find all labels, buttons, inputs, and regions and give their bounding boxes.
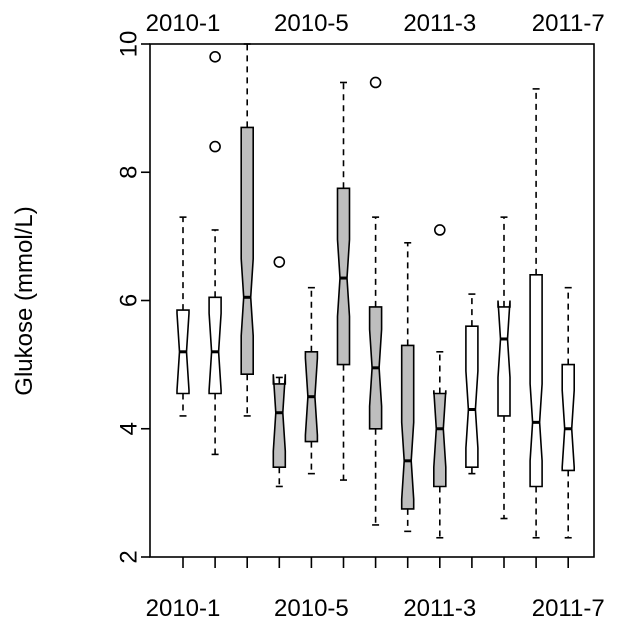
box-5 — [304, 286, 319, 475]
outlier-point — [433, 224, 446, 236]
outlier-point — [369, 76, 382, 89]
box-11 — [497, 216, 511, 520]
box-body — [240, 126, 254, 376]
y-tick-label-8: 8 — [115, 166, 142, 179]
x-tick-label-bottom-2010-5: 2010-5 — [274, 595, 349, 622]
box-body — [400, 344, 415, 510]
y-tick-label-2: 2 — [115, 550, 142, 563]
box-3 — [240, 43, 254, 417]
box-body — [529, 273, 543, 488]
box-body — [208, 296, 222, 395]
boxes-group — [176, 43, 576, 539]
x-tick-label-top-2011-7: 2011-7 — [532, 10, 605, 37]
box-body — [336, 187, 351, 366]
axes-group: 2468102010-12010-12010-52010-52011-32011… — [115, 10, 604, 622]
box-body — [497, 300, 511, 417]
box-12 — [529, 88, 543, 539]
box-body — [465, 325, 479, 469]
x-tick-label-top-2010-5: 2010-5 — [274, 10, 349, 37]
x-tick-label-bottom-2011-7: 2011-7 — [532, 595, 605, 622]
box-6 — [336, 81, 351, 481]
box-9 — [432, 224, 447, 539]
box-4 — [272, 256, 287, 488]
x-tick-label-bottom-2010-1: 2010-1 — [146, 595, 221, 622]
box-body — [432, 390, 447, 488]
x-tick-label-bottom-2011-3: 2011-3 — [403, 595, 476, 622]
box-body — [561, 363, 576, 472]
box-8 — [400, 241, 415, 533]
box-13 — [561, 286, 576, 539]
y-tick-label-10: 10 — [115, 31, 142, 58]
box-1 — [176, 216, 190, 417]
outlier-point — [209, 51, 221, 63]
y-axis-label: Glukose (mmol/L) — [11, 206, 38, 395]
y-tick-label-4: 4 — [115, 422, 142, 435]
box-10 — [465, 293, 479, 475]
x-tick-label-top-2010-1: 2010-1 — [146, 10, 221, 37]
outlier-point — [209, 140, 221, 153]
x-tick-label-top-2011-3: 2011-3 — [403, 10, 476, 37]
outlier-point — [273, 256, 286, 268]
box-7 — [368, 76, 383, 526]
box-2 — [208, 51, 222, 456]
box-body — [272, 374, 287, 469]
y-tick-label-6: 6 — [115, 294, 142, 307]
